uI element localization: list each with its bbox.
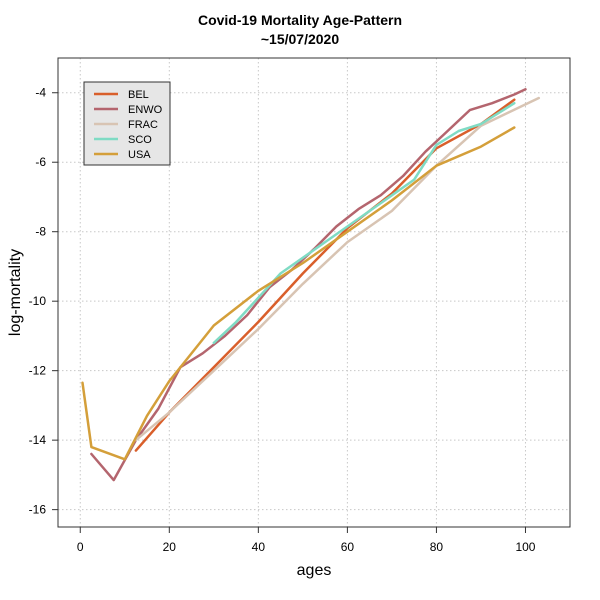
legend-label-enwo: ENWO (128, 104, 163, 116)
y-axis-label: log-mortality (7, 249, 24, 336)
x-tick-label: 80 (430, 540, 444, 554)
x-axis-label: ages (297, 562, 332, 579)
y-tick-label: -14 (29, 433, 47, 447)
plot-frame (57, 57, 571, 528)
y-tick-label: -16 (29, 503, 47, 517)
chart-subtitle: ~15/07/2020 (260, 31, 340, 47)
series-line-frac (134, 96, 541, 442)
x-tick-label: 40 (252, 540, 266, 554)
legend-label-sco: SCO (128, 134, 152, 146)
series-line-bel (134, 98, 516, 452)
y-tick-label: -6 (35, 155, 46, 169)
y-tick-label: -10 (29, 294, 47, 308)
y-tick-label: -4 (35, 86, 46, 100)
chart-title: Covid-19 Mortality Age-Pattern (197, 12, 403, 28)
legend-label-usa: USA (128, 149, 151, 161)
x-tick-label: 20 (163, 540, 177, 554)
series-line-sco (212, 101, 516, 345)
legend-label-frac: FRAC (128, 119, 158, 131)
x-tick-label: 0 (77, 540, 84, 554)
x-tick-label: 100 (515, 540, 535, 554)
y-tick-label: -8 (35, 225, 46, 239)
legend-label-bel: BEL (128, 89, 149, 101)
series-line-usa (81, 126, 516, 461)
x-tick-label: 60 (341, 540, 355, 554)
y-tick-label: -12 (29, 364, 47, 378)
